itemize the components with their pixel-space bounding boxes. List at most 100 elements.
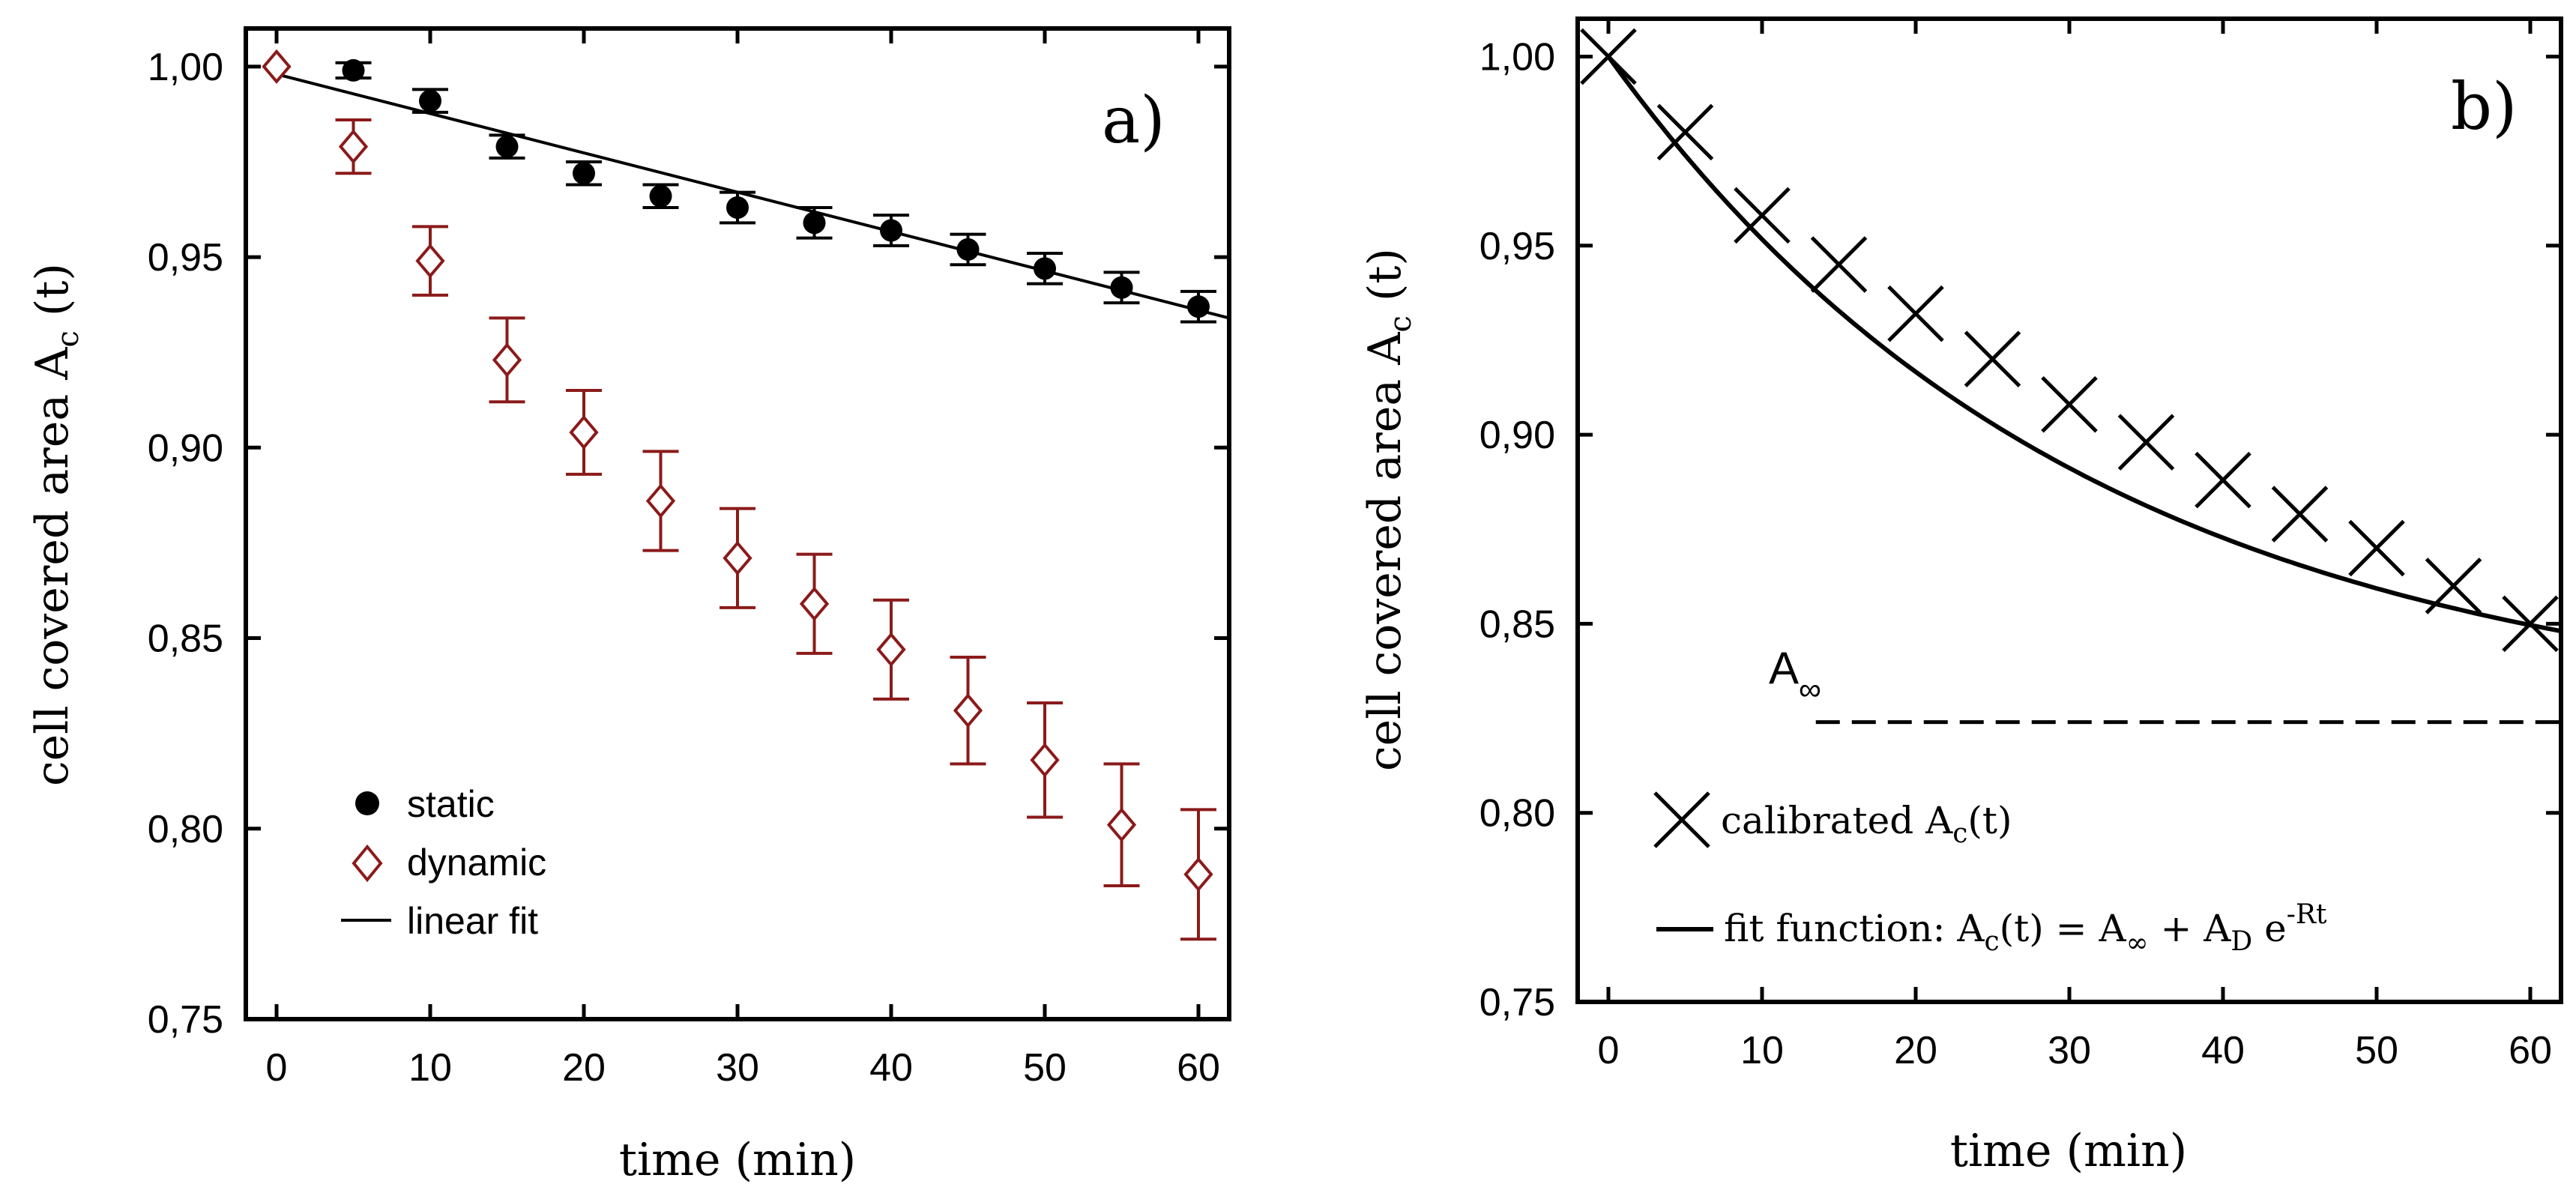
static-point: [1034, 257, 1056, 280]
static-point: [419, 89, 441, 112]
panel-b-x-axis-title: time (min): [1950, 1125, 2187, 1177]
dynamic-point: [723, 540, 752, 576]
panel-a-y-tick-label: 0,75: [148, 998, 223, 1042]
fit-function-curve: [1606, 55, 2562, 634]
legend-fit-eq-5: D: [2230, 926, 2252, 957]
calibrated-point: [2425, 558, 2482, 614]
panel-b-frame: [1575, 16, 2563, 1004]
panel-a-x-tick-label: 50: [1023, 1046, 1067, 1090]
static-point: [342, 58, 365, 82]
panel-a-y-tick-label: 0,90: [148, 426, 223, 470]
panel-b-x-tick-label: 60: [2509, 1029, 2552, 1072]
panel-b-y-tick-label: 0,90: [1479, 414, 1555, 457]
calibrated-point: [2271, 486, 2329, 543]
panel-a-y-title-sub: c: [51, 330, 85, 347]
panel-a-label: a): [1102, 83, 1165, 158]
panel-a-y-axis-title: cell covered area Ac (t): [26, 263, 85, 786]
panel-a-ticks: 0 10 20 30 40 50 60 0,75 0,80 0,85 0,90 0,95 1,00: [148, 28, 1229, 1090]
legend-static-label: static: [407, 783, 495, 825]
static-point: [649, 184, 672, 208]
panel-b-x-tick-label: 0: [1598, 1029, 1620, 1072]
calibrated-point: [1964, 330, 2021, 387]
dynamic-point: [799, 586, 830, 621]
panel-a-x-tick-label: 0: [266, 1046, 288, 1090]
calibrated-point: [2041, 375, 2098, 433]
panel-b: 0 10 20 30 40 50 60 0,75 0,80 0,85 0,90 0,95 1,00 b)…: [1359, 16, 2563, 1177]
panel-b-x-tick-label: 40: [2201, 1029, 2245, 1072]
panel-a-y-title-main: cell covered area A: [26, 347, 79, 786]
legend-calibrated-tail: (t): [1967, 799, 2012, 842]
legend-fit-eq-6: e: [2252, 907, 2286, 950]
legend-dynamic-marker: [352, 844, 383, 883]
static-point: [1187, 295, 1210, 318]
panel-a-y-tick-label: 0,80: [148, 808, 223, 851]
dynamic-point: [953, 693, 983, 728]
legend-dynamic-label: dynamic: [407, 842, 546, 884]
legend-calibrated-main: calibrated A: [1721, 799, 1953, 842]
panel-b-y-title-main: cell covered area A: [1359, 332, 1411, 771]
calibrated-point: [2195, 451, 2251, 509]
panel-b-y-title-sub: c: [1384, 315, 1418, 332]
static-point: [573, 162, 595, 185]
calibrated-point: [1656, 103, 1714, 161]
linear-fit-line: [276, 73, 1230, 320]
calibrated-point: [1734, 187, 1791, 244]
legend-calibrated-marker: [1653, 791, 1710, 848]
panel-a-x-tick-label: 20: [562, 1046, 606, 1090]
panel-b-y-tick-label: 0,95: [1479, 225, 1555, 268]
panel-a-x-tick-label: 40: [869, 1046, 913, 1090]
static-point: [880, 219, 902, 242]
dynamic-point: [1106, 807, 1137, 842]
legend-fit-eq-7: -Rt: [2287, 899, 2327, 930]
dynamic-point: [1030, 743, 1060, 778]
panel-b-ticks: 0 10 20 30 40 50 60 0,75 0,80 0,85 0,90 0,95 1,00: [1479, 19, 2561, 1072]
panel-b-x-tick-label: 20: [1894, 1029, 1937, 1072]
legend-calibrated-sub: c: [1952, 818, 1967, 849]
panel-b-y-tick-label: 0,75: [1479, 981, 1555, 1024]
dynamic-point: [492, 342, 522, 378]
dynamic-point: [262, 49, 292, 84]
panel-a-x-tick-label: 60: [1177, 1046, 1220, 1090]
calibrated-point: [1580, 28, 1637, 85]
panel-a: 0 10 20 30 40 50 60 0,75 0,80 0,85 0,90 0,95 1,00 a)…: [26, 26, 1231, 1186]
panel-a-y-tick-label: 0,85: [148, 617, 223, 661]
dynamic-point: [415, 244, 445, 279]
panel-a-x-axis-title: time (min): [619, 1134, 856, 1186]
legend-fit-eq-4: + A: [2149, 907, 2232, 950]
panel-a-error-bars: [335, 61, 1216, 941]
legend-calibrated-label: calibrated Ac(t): [1721, 799, 2012, 849]
dynamic-point: [645, 483, 676, 519]
static-point: [495, 135, 519, 158]
panel-a-y-tick-label: 1,00: [148, 46, 223, 89]
panel-a-y-title-tail: (t): [26, 263, 79, 330]
calibrated-point: [1810, 236, 1868, 293]
dynamic-point: [338, 129, 369, 164]
calibrated-point: [2117, 414, 2175, 471]
panel-b-y-tick-label: 0,80: [1479, 792, 1555, 836]
dynamic-point: [876, 632, 906, 667]
panel-b-y-tick-label: 1,00: [1479, 35, 1555, 79]
panel-b-legend: calibrated Ac(t) fit function: Ac(t) = A…: [1653, 791, 2327, 958]
dynamic-point: [569, 414, 599, 450]
dynamic-point: [1183, 857, 1213, 892]
asymptote-label-sub: ∞: [1799, 671, 1821, 707]
legend-fit-eq-1: c: [1985, 926, 2000, 957]
panel-b-x-tick-label: 30: [2048, 1029, 2091, 1072]
panel-a-fit-layer: [276, 73, 1230, 320]
panel-a-markers: [262, 49, 1213, 892]
legend-static-marker: [355, 791, 379, 815]
legend-fit-label: fit function: Ac(t) = A∞ + AD e-Rt: [1724, 899, 2327, 958]
legend-linear-fit-label: linear fit: [407, 900, 538, 942]
panel-a-legend: static dynamic linear fit: [341, 783, 546, 942]
panel-b-y-axis-title: cell covered area Ac (t): [1359, 248, 1418, 771]
static-point: [803, 211, 826, 235]
panel-b-x-tick-label: 50: [2355, 1029, 2398, 1072]
panel-b-label: b): [2451, 70, 2518, 145]
static-point: [1110, 276, 1133, 299]
static-point: [726, 196, 749, 219]
panel-b-x-tick-label: 10: [1740, 1029, 1784, 1072]
panel-b-y-title-tail: (t): [1359, 248, 1411, 315]
asymptote-label-main: A: [1769, 643, 1799, 693]
calibrated-point: [1887, 285, 1944, 342]
